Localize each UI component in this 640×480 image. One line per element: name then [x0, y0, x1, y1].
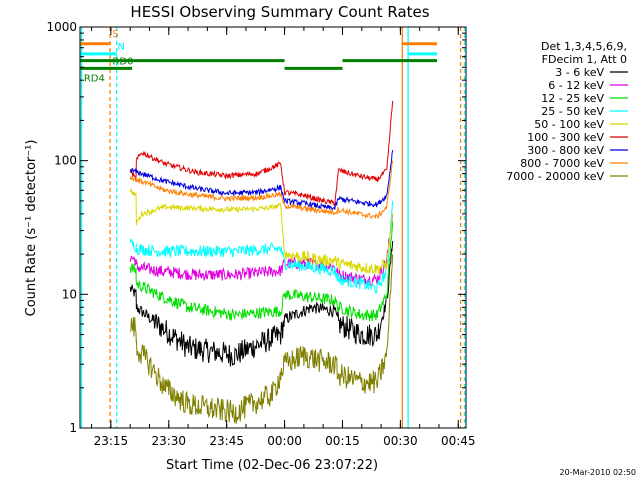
y-tick-label: 1	[69, 421, 77, 435]
legend-entry-label: 7000 - 20000 keV	[506, 170, 604, 183]
x-tick-label: 00:15	[325, 434, 360, 448]
y-tick-label: 10	[62, 287, 77, 301]
x-tick-label: 23:15	[94, 434, 129, 448]
legend-entry-label: 6 - 12 keV	[548, 79, 604, 92]
flag-annotation-label: S	[112, 29, 118, 40]
series-line	[129, 213, 394, 286]
legend-entry-label: 100 - 300 keV	[527, 131, 604, 144]
x-tick-label: 00:30	[383, 434, 418, 448]
legend: Det 1,3,4,5,6,9,FDecim 1, Att 03 - 6 keV…	[506, 40, 628, 183]
x-tick-label: 00:45	[441, 434, 476, 448]
x-tick-label: 00:00	[267, 434, 302, 448]
series-line	[129, 100, 394, 207]
legend-entry-label: 12 - 25 keV	[541, 92, 604, 105]
series-lines	[129, 100, 394, 424]
series-line	[129, 150, 394, 213]
legend-entry-label: 300 - 800 keV	[527, 144, 604, 157]
y-axis-ticks: 1 10 100 1000	[46, 20, 466, 435]
flag-annotation-label: N	[117, 42, 124, 53]
plot-frame	[79, 26, 467, 429]
x-tick-label: 23:45	[209, 434, 244, 448]
series-line	[129, 160, 394, 219]
series-line	[129, 188, 394, 274]
legend-entry-label: 50 - 100 keV	[534, 118, 604, 131]
series-line	[129, 221, 394, 322]
flag-annotation-label: RD4	[84, 73, 105, 84]
series-line	[129, 241, 394, 367]
y-axis-label: Count Rate (s⁻¹ detector⁻¹)	[24, 140, 39, 317]
legend-entry-label: 3 - 6 keV	[555, 66, 604, 79]
legend-header: Det 1,3,4,5,6,9,	[541, 40, 627, 53]
flag-bars	[80, 27, 466, 428]
chart-title: HESSI Observing Summary Count Rates	[130, 3, 429, 21]
x-axis-ticks: 23:15 23:30 23:45 00:00 00:15 00:30 00:45	[91, 27, 476, 448]
x-tick-label: 23:30	[151, 434, 186, 448]
x-axis-label: Start Time (02-Dec-06 23:07:22)	[166, 458, 378, 473]
flag-annotations: SN RD0 RD4	[84, 29, 134, 84]
y-tick-label: 100	[54, 154, 77, 168]
legend-header: FDecim 1, Att 0	[542, 53, 627, 66]
series-line	[130, 254, 394, 424]
y-tick-label: 1000	[46, 20, 77, 34]
series-line	[129, 200, 394, 294]
flag-annotation-label: RD0	[112, 57, 133, 68]
legend-entry-label: 25 - 50 keV	[541, 105, 604, 118]
legend-entry-label: 800 - 7000 keV	[520, 157, 604, 170]
timestamp: 20-Mar-2010 02:50	[560, 468, 637, 477]
